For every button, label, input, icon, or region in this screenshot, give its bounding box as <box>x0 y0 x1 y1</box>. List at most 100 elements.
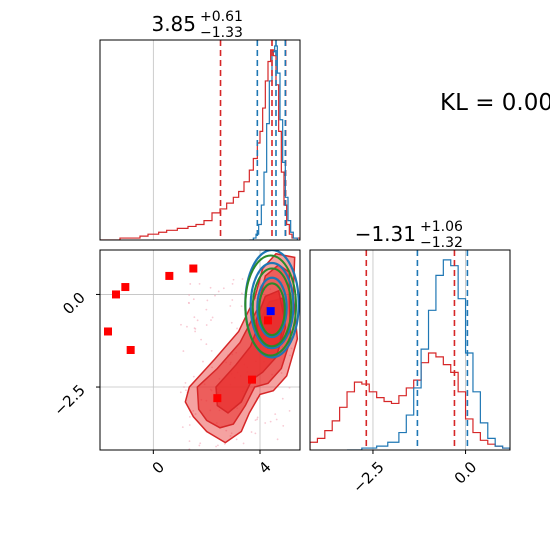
sample-point <box>182 350 185 352</box>
sample-point <box>188 440 191 443</box>
sample-point <box>189 283 192 285</box>
red-square-marker <box>126 346 135 354</box>
panel-c-title-sup: +1.06 <box>420 219 463 235</box>
sample-point <box>206 299 209 302</box>
sample-point <box>264 422 267 424</box>
sample-point <box>188 415 191 418</box>
sample-point <box>288 409 291 412</box>
sample-point <box>202 360 204 363</box>
sample-point <box>230 321 233 324</box>
panel-b-x-tick-label: 0 <box>149 458 168 477</box>
sample-point <box>205 308 208 311</box>
kl-label: KL = 0.00 <box>440 90 550 116</box>
sample-point <box>196 319 199 322</box>
sample-point <box>241 278 244 280</box>
sample-point <box>217 290 220 293</box>
sample-point <box>192 409 195 412</box>
sample-point <box>193 316 196 319</box>
sample-point <box>256 416 259 419</box>
hist-step-blue <box>347 259 510 450</box>
red-square-marker <box>165 271 174 280</box>
sample-point <box>231 282 234 285</box>
panel-a-title-sup: +0.61 <box>200 9 243 25</box>
sample-point <box>205 324 208 326</box>
panel-c-title: −1.31 <box>355 222 416 246</box>
sample-point <box>188 424 191 426</box>
sample-point <box>184 382 187 384</box>
sample-point <box>288 386 291 389</box>
sample-point <box>269 420 272 423</box>
sample-point <box>198 282 201 285</box>
panel-a-plot <box>100 40 300 240</box>
sample-point <box>211 366 213 369</box>
sample-point <box>231 299 234 301</box>
sample-point <box>282 424 285 427</box>
red-square-marker <box>121 283 130 292</box>
sample-point <box>192 298 195 301</box>
sample-point <box>186 325 188 328</box>
panel-c-axes: −2.5 0.0 <box>349 450 480 497</box>
panel-a-title: 3.85 <box>151 12 196 36</box>
sample-point <box>199 442 202 445</box>
sample-point <box>181 426 184 429</box>
sample-point <box>194 327 197 330</box>
sample-point <box>225 429 228 432</box>
panel-c-x-tick-label: 0.0 <box>451 458 481 488</box>
red-square-marker <box>104 327 112 336</box>
sample-point <box>254 432 257 435</box>
panel-c-title-sub: −1.32 <box>420 235 463 251</box>
sample-point <box>223 443 226 445</box>
sample-point <box>230 432 233 435</box>
green-contour <box>258 282 286 337</box>
sample-point <box>198 451 200 453</box>
sample-point <box>242 442 245 445</box>
panel-c-x-tick-label: −2.5 <box>349 458 387 496</box>
hist-step-blue <box>249 45 298 240</box>
panel-b-y-tick-label: −2.5 <box>50 381 88 419</box>
sample-point <box>187 301 190 304</box>
panel-a-histogram: 3.85 +0.61 −1.33 <box>99 9 301 241</box>
sample-point <box>240 305 243 308</box>
green-contour <box>244 254 297 357</box>
panel-b-plot <box>104 250 300 453</box>
sample-point <box>236 327 238 330</box>
red-square-marker <box>189 264 198 273</box>
red-square-marker <box>213 394 222 403</box>
sample-point <box>254 419 257 422</box>
sample-point <box>235 438 238 441</box>
panel-b-x-tick-label: 4 <box>255 458 274 477</box>
panel-c-plot <box>310 250 510 450</box>
sample-point <box>198 444 201 447</box>
sample-point <box>185 389 187 392</box>
sample-point <box>289 354 291 357</box>
blue-contour <box>249 261 295 350</box>
sample-point <box>241 292 243 295</box>
red-square-marker <box>248 375 256 384</box>
sample-point <box>276 438 279 441</box>
sample-point <box>192 375 195 378</box>
sample-point <box>222 287 225 290</box>
sample-point <box>214 294 216 297</box>
sample-point <box>205 343 208 346</box>
sample-point <box>209 286 212 289</box>
sample-point <box>275 418 278 421</box>
panel-b-y-tick-label: 0.0 <box>59 289 89 319</box>
sample-point <box>211 316 214 319</box>
sample-point <box>180 323 182 326</box>
blue-square-marker <box>266 307 275 316</box>
sample-point <box>188 294 191 296</box>
panel-a-title-sub: −1.33 <box>200 25 243 41</box>
sample-point <box>210 319 212 321</box>
blue-contour <box>256 276 288 339</box>
sample-point <box>194 413 197 415</box>
sample-point <box>210 349 213 352</box>
sample-point <box>215 445 218 448</box>
panel-c-histogram: −2.5 0.0 −1.31 +1.06 −1.32 <box>309 219 511 497</box>
panel-c-frame <box>309 249 511 451</box>
sample-point <box>200 338 202 341</box>
hist-step-red <box>100 49 300 240</box>
sample-point <box>281 397 284 400</box>
sample-point <box>232 278 235 281</box>
panel-a-frame <box>99 39 301 241</box>
